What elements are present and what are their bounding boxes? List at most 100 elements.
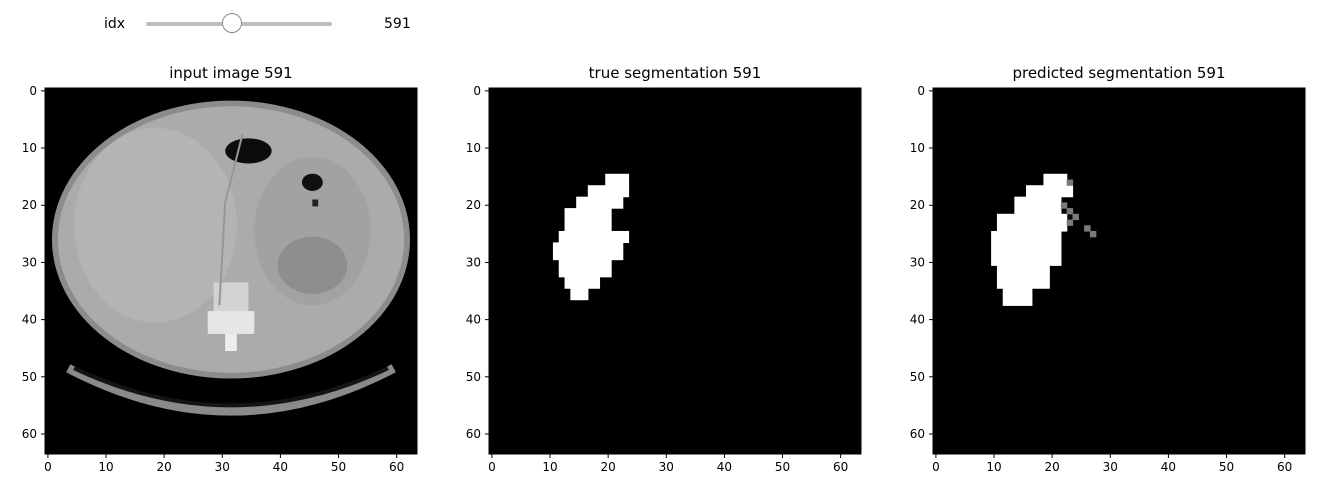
mask-pixel [991,259,998,266]
mask-pixel [605,219,612,226]
mask-pixel [587,276,595,284]
mask-pixel [599,230,606,238]
mask-pixel [576,282,583,289]
panel-pred: predicted segmentation 591 0 10 20 30 40 50 60 0… [910,64,1306,474]
mask-pixel [1020,253,1027,261]
mask-pixel [1066,179,1074,186]
mask-pixel [564,259,571,266]
mask-pixel [576,242,583,249]
y-tick-label: 50 [22,370,37,384]
mask-pixel [1014,271,1021,278]
mask-pixel [1008,271,1015,278]
mask-pixel [1020,288,1027,295]
mask-pixel [1014,225,1021,232]
mask-pixel [1043,179,1050,186]
mask-pixel [1049,230,1056,238]
mask-pixel [564,213,571,221]
mask-pixel [1014,213,1021,221]
mask-pixel [1037,202,1045,209]
y-tick-label: 20 [910,198,925,212]
mask-pixel [1026,219,1033,226]
mask-pixel [1020,242,1027,249]
mask-pixel [1066,185,1074,192]
mask-pixel [1002,213,1010,221]
mask-pixel [622,230,630,238]
mask-pixel [1060,225,1068,232]
mask-pixel [582,293,589,301]
mask-pixel [1014,242,1021,249]
mask-pixel [1055,202,1062,209]
mask-pixel [1037,225,1045,232]
mask-pixel [1002,225,1010,232]
mask-pixel [570,265,577,272]
y-tick-label: 20 [22,198,37,212]
slider-track[interactable] [146,13,332,33]
mask-pixel [605,196,612,203]
mask-pixel [587,208,595,215]
mask-pixel [611,236,618,244]
mask-pixel [1037,282,1045,289]
y-tick-label: 40 [910,313,925,327]
mask-pixel [1002,259,1010,266]
mask-pixel [1026,208,1033,215]
x-tick-label: 20 [157,460,172,474]
mask-pixel [605,202,612,209]
mask-pixel [991,236,998,244]
y-tick-label: 0 [917,84,925,98]
mask-pixel [1014,276,1021,284]
mask-pixel [1026,293,1033,301]
mask-pixel [558,259,566,266]
mask-pixel [564,242,571,249]
mask-pixel [1014,288,1021,295]
mask-pixel [996,213,1004,221]
mask-pixel [1026,185,1033,192]
mask-pixel [1049,259,1056,266]
image-background [933,88,1305,454]
mask-pixel [1002,271,1010,278]
mask-pixel [1008,282,1015,289]
mask-pixel [1014,299,1021,306]
mask-pixel [991,253,998,261]
mask-pixel [1031,271,1039,278]
mask-pixel [599,219,606,226]
mask-pixel [1060,219,1068,226]
mask-pixel [1031,230,1039,238]
mask-pixel [605,271,612,278]
mask-pixel [570,253,577,261]
mask-pixel [605,248,612,255]
ct-liver [74,128,237,323]
mask-pixel [1049,173,1056,181]
mask-pixel [1020,271,1027,278]
mask-pixel [576,196,583,203]
mask-pixel [576,230,583,238]
mask-pixel [1026,271,1033,278]
mask-pixel [1002,265,1010,272]
mask-pixel [1060,173,1068,181]
mask-pixel [564,236,571,244]
mask-pixel [1031,265,1039,272]
mask-pixel [1020,299,1027,306]
mask-pixel [996,248,1004,255]
mask-pixel [1026,282,1033,289]
y-tick-label: 30 [22,255,37,269]
mask-pixel [1031,242,1039,249]
mask-pixel [996,282,1004,289]
mask-pixel [1031,202,1039,209]
mask-pixel [587,185,595,192]
mask-pixel [582,259,589,266]
mask-pixel [593,230,601,238]
x-tick-label: 10 [986,460,1001,474]
mask-pixel [1026,288,1033,295]
mask-pixel [1002,236,1010,244]
mask-pixel [1008,276,1015,284]
mask-pixel [996,259,1004,266]
mask-pixel [616,230,624,238]
mask-pixel [1014,208,1021,215]
mask-pixel [1043,213,1050,221]
mask-pixel [587,242,595,249]
mask-pixel [1055,213,1062,221]
slider-handle[interactable] [221,13,242,33]
mask-pixel [1084,225,1091,232]
mask-pixel [1002,288,1010,295]
mask-pixel [1037,190,1045,198]
